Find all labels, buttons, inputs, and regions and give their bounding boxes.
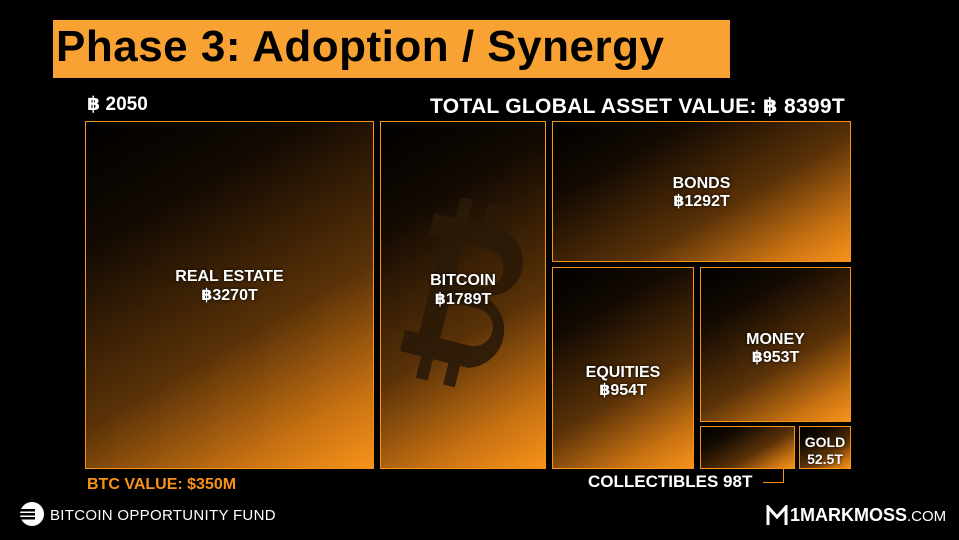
tile-real-estate-name: REAL ESTATE (175, 268, 284, 285)
tile-equities: EQUITIES ฿954T (552, 267, 694, 469)
tile-gold: GOLD 52.5T (799, 426, 851, 469)
fund-name: BITCOIN OPPORTUNITY FUND (50, 507, 276, 524)
tile-money: MONEY ฿953T (700, 267, 851, 422)
tile-bonds-name: BONDS (672, 175, 731, 192)
tile-real-estate-value: ฿3270T (201, 287, 258, 304)
collectibles-connector (763, 469, 784, 483)
tile-bonds: BONDS ฿1292T (552, 121, 851, 262)
year-label: ฿ 2050 (87, 94, 148, 115)
tile-equities-name: EQUITIES (585, 364, 661, 381)
tile-equities-value: ฿954T (599, 382, 647, 399)
markmoss-logo-icon (766, 505, 788, 525)
tile-gold-name: GOLD (804, 434, 846, 450)
slide-title: Phase 3: Adoption / Synergy (56, 22, 665, 71)
btc-value-label: BTC VALUE: $350M (87, 476, 237, 493)
total-asset-value: TOTAL GLOBAL ASSET VALUE: ฿ 8399T (430, 95, 846, 118)
bitcoin-logo-icon (399, 197, 524, 388)
title-banner (53, 20, 730, 78)
tile-bitcoin: BITCOIN ฿1789T (380, 121, 546, 469)
tile-bitcoin-name: BITCOIN (430, 272, 496, 289)
bitcoin-opportunity-fund-logo-icon (18, 502, 44, 526)
brand-domain: .COM (907, 508, 947, 525)
tile-money-value: ฿953T (751, 349, 800, 366)
tile-collectibles (700, 426, 795, 469)
collectibles-label: COLLECTIBLES 98T (588, 472, 753, 491)
tile-real-estate: REAL ESTATE ฿3270T (85, 121, 374, 469)
tile-bonds-value: ฿1292T (673, 193, 730, 210)
brand-main: 1MARKMOSS (790, 505, 908, 525)
brand-name: 1MARKMOSS.COM (790, 505, 946, 526)
tile-bitcoin-value: ฿1789T (434, 291, 492, 308)
tile-money-name: MONEY (746, 331, 805, 348)
tile-gold-value: 52.5T (807, 451, 843, 467)
